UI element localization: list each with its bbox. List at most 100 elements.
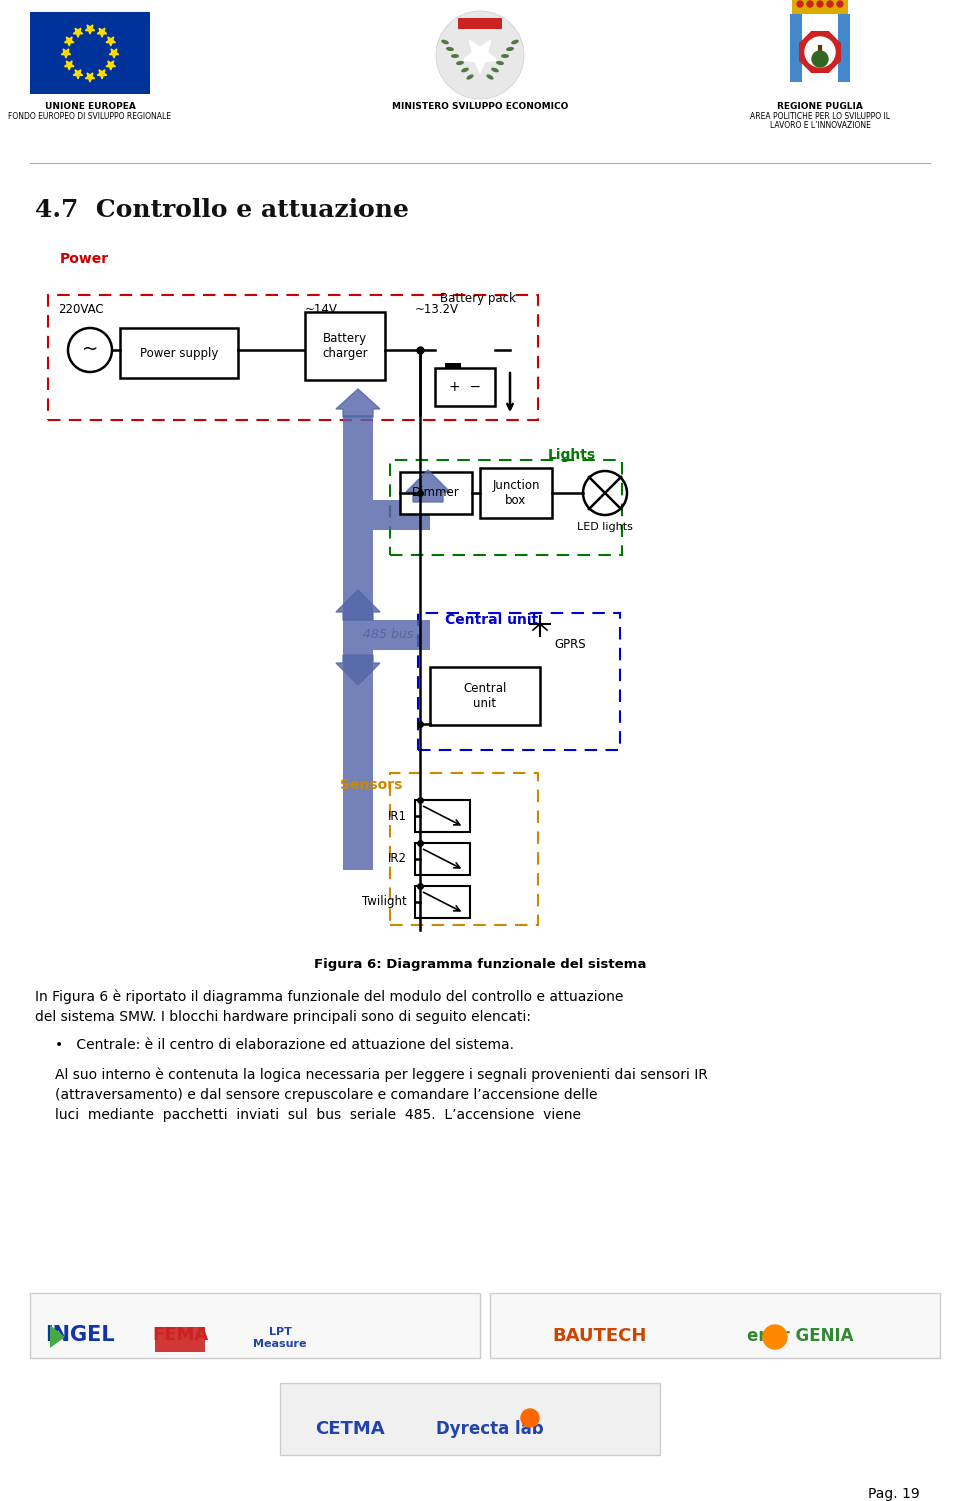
Bar — [30, 1292, 480, 1358]
Text: Battery pack: Battery pack — [440, 293, 516, 305]
Bar — [400, 471, 472, 513]
Polygon shape — [64, 62, 74, 71]
Text: del sistema SMW. I blocchi hardware principali sono di seguito elencati:: del sistema SMW. I blocchi hardware prin… — [35, 1010, 531, 1024]
Text: UNIONE EUROPEA: UNIONE EUROPEA — [44, 102, 135, 111]
Ellipse shape — [446, 47, 454, 51]
FancyArrow shape — [406, 470, 450, 501]
Text: Twilight: Twilight — [362, 896, 407, 908]
Bar — [155, 1327, 205, 1352]
Bar — [390, 459, 622, 555]
Bar — [30, 12, 150, 95]
Text: In Figura 6 è riportato il diagramma funzionale del modulo del controllo e attua: In Figura 6 è riportato il diagramma fun… — [35, 991, 623, 1004]
Ellipse shape — [461, 68, 468, 72]
Bar — [790, 14, 802, 83]
Polygon shape — [85, 26, 95, 35]
Ellipse shape — [492, 68, 499, 72]
Circle shape — [763, 1325, 787, 1349]
Circle shape — [837, 2, 843, 8]
Bar — [373, 620, 430, 650]
Text: 4.7  Controllo e attuazione: 4.7 Controllo e attuazione — [35, 198, 409, 222]
Polygon shape — [73, 69, 83, 78]
Text: BAUTECH: BAUTECH — [553, 1327, 647, 1345]
Text: Sensors: Sensors — [340, 778, 402, 793]
Circle shape — [805, 38, 835, 68]
Bar — [430, 666, 540, 725]
Text: Al suo interno è contenuta la logica necessaria per leggere i segnali provenient: Al suo interno è contenuta la logica nec… — [55, 1069, 708, 1082]
Text: Figura 6: Diagramma funzionale del sistema: Figura 6: Diagramma funzionale del siste… — [314, 958, 646, 971]
Ellipse shape — [501, 54, 509, 59]
Bar — [415, 844, 470, 875]
Polygon shape — [800, 32, 840, 72]
Text: AREA POLITICHE PER LO SVILUPPO IL: AREA POLITICHE PER LO SVILUPPO IL — [750, 113, 890, 122]
Text: +  −: + − — [449, 380, 481, 393]
Ellipse shape — [467, 75, 473, 80]
Text: Dyrecta lab: Dyrecta lab — [436, 1420, 543, 1438]
Polygon shape — [109, 50, 119, 59]
Text: Junction
box: Junction box — [492, 479, 540, 507]
Text: (attraversamento) e dal sensore crepuscolare e comandare l’accensione delle: (attraversamento) e dal sensore crepusco… — [55, 1088, 597, 1102]
Bar — [280, 1382, 660, 1454]
FancyArrow shape — [336, 654, 380, 684]
Text: Central unit: Central unit — [445, 612, 539, 627]
Text: CETMA: CETMA — [315, 1420, 385, 1438]
Text: Power supply: Power supply — [140, 347, 218, 360]
Text: IR1: IR1 — [388, 809, 407, 823]
Polygon shape — [85, 74, 95, 83]
Circle shape — [812, 51, 828, 68]
Bar — [490, 1292, 940, 1358]
Bar — [838, 14, 850, 83]
Text: LED lights: LED lights — [577, 522, 633, 531]
Text: Lights: Lights — [548, 447, 596, 462]
Text: ~14V: ~14V — [305, 303, 338, 317]
Polygon shape — [61, 50, 71, 59]
Text: LPT
Measure: LPT Measure — [253, 1327, 307, 1348]
Bar — [120, 329, 238, 378]
Polygon shape — [106, 38, 115, 47]
Ellipse shape — [506, 47, 514, 51]
Bar — [445, 363, 461, 369]
Text: Battery
charger: Battery charger — [323, 332, 368, 360]
Ellipse shape — [511, 39, 518, 45]
Ellipse shape — [496, 62, 504, 65]
Circle shape — [827, 2, 833, 8]
Bar — [792, 0, 848, 14]
Polygon shape — [463, 41, 497, 74]
Text: LAVORO E L’INNOVAZIONE: LAVORO E L’INNOVAZIONE — [770, 122, 871, 131]
Text: IR2: IR2 — [388, 853, 407, 866]
Text: REGIONE PUGLIA: REGIONE PUGLIA — [777, 102, 863, 111]
Circle shape — [436, 11, 524, 99]
FancyArrow shape — [336, 590, 380, 620]
Ellipse shape — [442, 39, 449, 45]
Text: Dimmer: Dimmer — [412, 486, 460, 500]
Text: 220VAC: 220VAC — [58, 303, 104, 317]
Text: Central
unit: Central unit — [464, 681, 507, 710]
Text: ~13.2V: ~13.2V — [415, 303, 459, 317]
Bar — [480, 468, 552, 518]
Text: GPRS: GPRS — [554, 638, 586, 651]
Bar — [415, 800, 470, 832]
Polygon shape — [50, 1325, 65, 1348]
Text: MINISTERO SVILUPPO ECONOMICO: MINISTERO SVILUPPO ECONOMICO — [392, 102, 568, 111]
Text: ~: ~ — [82, 339, 98, 359]
Text: FONDO EUROPEO DI SVILUPPO REGIONALE: FONDO EUROPEO DI SVILUPPO REGIONALE — [9, 113, 172, 122]
Text: Power: Power — [60, 252, 109, 266]
Ellipse shape — [456, 62, 464, 65]
Circle shape — [521, 1409, 539, 1427]
Circle shape — [797, 2, 803, 8]
Bar — [435, 368, 495, 405]
Text: •   Centrale: è il centro di elaborazione ed attuazione del sistema.: • Centrale: è il centro di elaborazione … — [55, 1039, 514, 1052]
Polygon shape — [73, 29, 83, 38]
Circle shape — [817, 2, 823, 8]
Bar — [343, 414, 373, 871]
Polygon shape — [106, 62, 115, 71]
Bar — [373, 500, 430, 530]
Bar — [390, 773, 538, 925]
Bar — [415, 886, 470, 919]
Polygon shape — [97, 69, 107, 78]
Text: Pag. 19: Pag. 19 — [868, 1487, 920, 1501]
Polygon shape — [97, 29, 107, 38]
Bar — [48, 296, 538, 420]
Circle shape — [807, 2, 813, 8]
Text: luci  mediante  pacchetti  inviati  sul  bus  seriale  485.  L’accensione  viene: luci mediante pacchetti inviati sul bus … — [55, 1108, 581, 1123]
Ellipse shape — [487, 75, 493, 80]
